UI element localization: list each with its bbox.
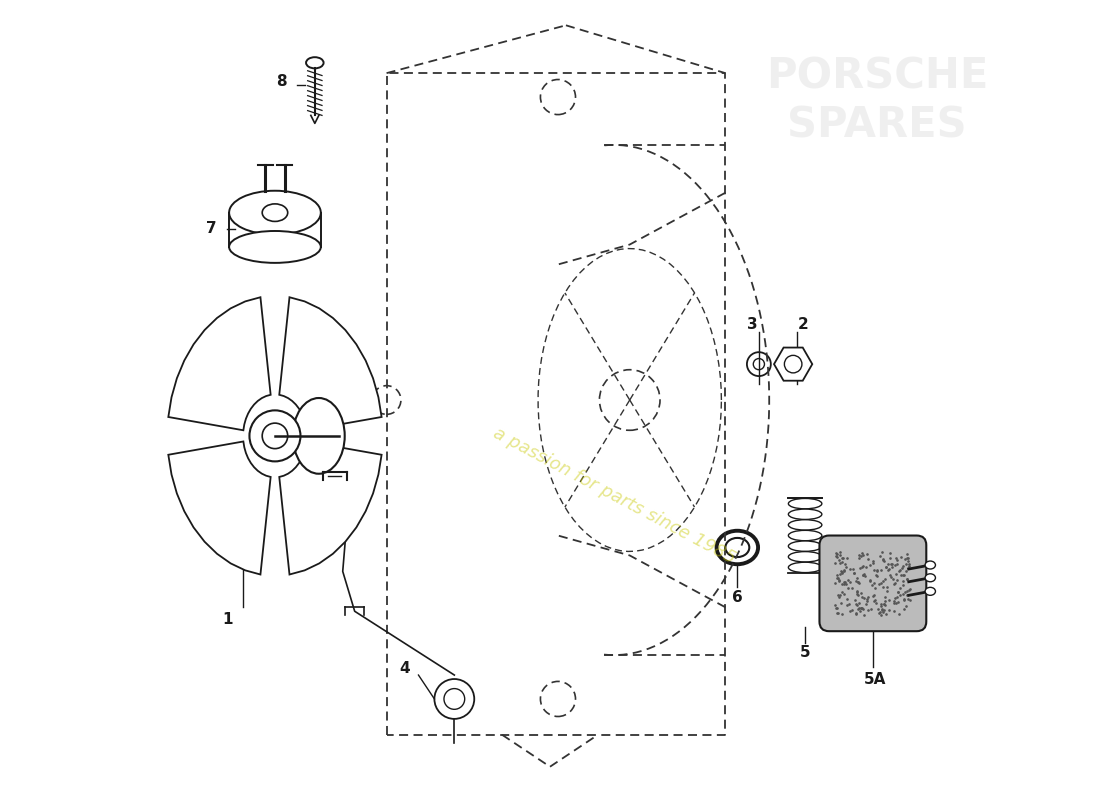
Text: 2: 2 [799,317,808,332]
Ellipse shape [925,574,935,582]
Circle shape [444,689,464,710]
Ellipse shape [306,57,323,68]
Polygon shape [168,442,271,574]
Polygon shape [279,442,382,574]
Circle shape [784,355,802,373]
Ellipse shape [789,541,822,551]
Ellipse shape [229,231,321,263]
Text: PORSCHE
SPARES: PORSCHE SPARES [766,56,988,146]
Text: 4: 4 [399,661,410,676]
Ellipse shape [229,190,321,234]
Circle shape [434,679,474,719]
Circle shape [262,423,288,449]
Text: 8: 8 [276,74,287,89]
Text: 6: 6 [732,590,742,606]
Polygon shape [774,347,812,381]
Ellipse shape [925,561,935,569]
Ellipse shape [925,587,935,595]
FancyBboxPatch shape [820,535,926,631]
Polygon shape [168,298,271,430]
Text: 7: 7 [206,221,217,236]
Text: 5A: 5A [865,671,887,686]
Ellipse shape [789,530,822,541]
Ellipse shape [747,352,771,376]
Text: a passion for parts since 1985: a passion for parts since 1985 [490,424,738,567]
Ellipse shape [262,204,288,222]
Ellipse shape [789,520,822,530]
Circle shape [250,410,300,462]
Text: 5: 5 [800,646,811,660]
Text: 3: 3 [747,317,758,332]
Ellipse shape [789,498,822,509]
Ellipse shape [789,509,822,519]
Ellipse shape [754,358,764,370]
Polygon shape [279,298,382,430]
Ellipse shape [789,562,822,573]
Text: 1: 1 [222,612,232,626]
Ellipse shape [789,552,822,562]
Ellipse shape [293,398,344,474]
